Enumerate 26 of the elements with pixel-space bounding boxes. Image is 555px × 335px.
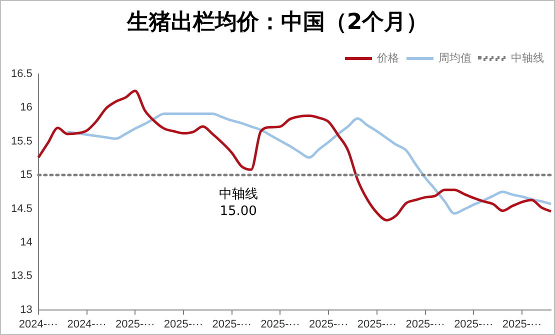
x-tick-label: 2025-··· — [502, 318, 542, 330]
y-tick-label: 16.5 — [10, 68, 32, 80]
y-tick-label: 14.5 — [10, 202, 32, 215]
x-tick-label: 2025-··· — [164, 318, 204, 330]
x-tick-label: 2025-··· — [308, 318, 348, 330]
y-tick-label: 15 — [20, 169, 32, 182]
chart-title: 生猪出栏均价：中国（2个月） — [126, 9, 430, 37]
x-tick-label: 2025-··· — [260, 318, 300, 330]
x-tick-label: 2025-··· — [406, 318, 445, 330]
y-tick-label: 14 — [20, 236, 32, 248]
x-tick-label: 2024-··· — [67, 318, 106, 330]
x-tick-label: 2025-··· — [454, 318, 494, 330]
x-tick-label: 2025-··· — [212, 318, 252, 330]
y-tick-label: 15.5 — [10, 135, 32, 148]
y-tick-label: 13.5 — [10, 270, 32, 282]
legend-label: 价格 — [376, 52, 399, 65]
line-series — [66, 112, 552, 215]
line-series — [37, 90, 552, 222]
y-tick-label: 13 — [20, 304, 32, 316]
annotation: 中轴线 15.00 — [218, 186, 258, 219]
legend-label: 周均值 — [438, 52, 472, 65]
legend-label: 中轴线 — [511, 52, 544, 65]
y-tick-label: 16 — [20, 102, 32, 114]
x-tick-label: 2025-··· — [357, 318, 396, 330]
x-tick-label: 2025-··· — [116, 318, 155, 330]
x-tick-label: 2024-··· — [18, 318, 58, 330]
